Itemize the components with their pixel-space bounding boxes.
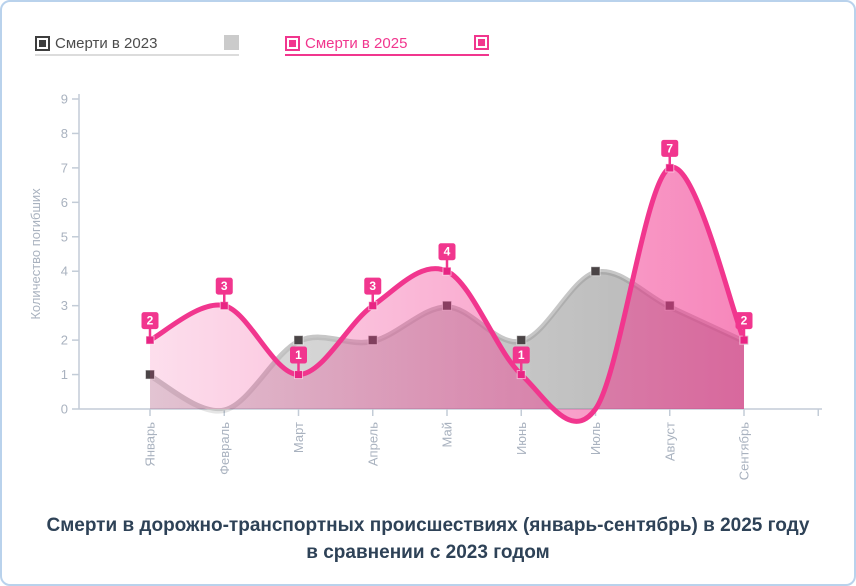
point-label-bubble bbox=[215, 277, 233, 295]
y-tick-label: 7 bbox=[61, 160, 68, 175]
data-point-bullet bbox=[368, 301, 378, 311]
data-point-bullet bbox=[442, 266, 452, 276]
data-point-bullet bbox=[739, 335, 749, 345]
y-tick-label: 8 bbox=[61, 126, 68, 141]
chart-title: Смерти в дорожно-транспортных происшеств… bbox=[2, 512, 854, 566]
y-axis-labels: 0 1 2 3 4 5 6 7 8 9 bbox=[61, 92, 68, 417]
data-point-bullet bbox=[590, 266, 601, 277]
y-tick-label: 0 bbox=[61, 402, 68, 417]
point-labels-Смерти-в-2025: 2 3 1 3 4 1 7 2 bbox=[141, 139, 753, 372]
data-point-bullet bbox=[219, 301, 229, 311]
series-area bbox=[150, 167, 744, 422]
x-tick-label: Апрель bbox=[365, 422, 380, 466]
x-axis bbox=[79, 408, 822, 416]
series-2023-marker-icon bbox=[35, 35, 50, 51]
legend-label-2023: Смерти в 2023 bbox=[55, 34, 158, 52]
y-axis-title: Количество погибших bbox=[28, 188, 43, 320]
data-point-bullet bbox=[145, 335, 155, 345]
point-label-bubble bbox=[364, 277, 382, 295]
series-2023-marker-fill bbox=[39, 39, 46, 47]
x-tick-label: Август bbox=[662, 422, 677, 461]
point-label-value: 3 bbox=[369, 279, 376, 293]
point-label-value: 1 bbox=[518, 348, 525, 362]
y-tick-label: 2 bbox=[61, 333, 68, 348]
y-tick-label: 5 bbox=[61, 229, 68, 244]
y-tick-label: 6 bbox=[61, 195, 68, 210]
point-label-value: 7 bbox=[666, 141, 673, 155]
data-point-bullet bbox=[516, 335, 527, 346]
point-label-bubble bbox=[512, 346, 530, 364]
y-tick-label: 4 bbox=[61, 264, 68, 279]
point-label-value: 1 bbox=[295, 348, 302, 362]
point-label-bubble bbox=[661, 139, 679, 157]
chart-canvas: 0 1 2 3 4 5 6 7 8 9 Количество погибших Январь Февра… bbox=[28, 92, 822, 480]
x-tick-label: Июль bbox=[588, 422, 603, 455]
point-label-bubble bbox=[438, 243, 456, 261]
data-point-bullet bbox=[293, 335, 304, 346]
series-2025-marker-fill bbox=[289, 39, 296, 47]
x-tick-label: Май bbox=[440, 422, 455, 447]
chart-legend: Смерти в 2023 Смерти в 2025 bbox=[2, 32, 854, 58]
legend-item-2025[interactable]: Смерти в 2025 bbox=[285, 32, 489, 56]
chart-title-line2: в сравнении с 2023 годом bbox=[306, 542, 550, 563]
x-tick-label: Июнь bbox=[514, 422, 529, 455]
data-point-bullet bbox=[665, 163, 675, 173]
point-label-bubble bbox=[735, 312, 753, 330]
point-label-bubble bbox=[141, 312, 159, 330]
y-tick-label: 3 bbox=[61, 298, 68, 313]
series-2025-marker-icon bbox=[285, 35, 300, 51]
x-tick-label: Март bbox=[291, 422, 306, 453]
point-label-bubble bbox=[290, 346, 307, 364]
legend-label-2025: Смерти в 2025 bbox=[305, 34, 408, 52]
x-tick-label: Сентябрь bbox=[737, 422, 752, 480]
y-tick-label: 1 bbox=[61, 367, 68, 382]
legend-end-marker-2025-fill bbox=[478, 39, 485, 46]
legend-item-2023[interactable]: Смерти в 2023 bbox=[35, 32, 239, 56]
data-point-bullet bbox=[516, 370, 526, 380]
legend-end-marker-2025-icon bbox=[474, 35, 489, 50]
x-tick-label: Январь bbox=[143, 422, 158, 467]
point-label-value: 2 bbox=[147, 314, 154, 328]
y-axis bbox=[72, 94, 80, 410]
y-tick-label: 9 bbox=[61, 92, 68, 107]
series-Смерти-в-2025 bbox=[145, 163, 749, 424]
x-tick-label: Февраль bbox=[217, 422, 232, 475]
point-label-value: 2 bbox=[741, 314, 748, 328]
chart-title-line1: Смерти в дорожно-транспортных происшеств… bbox=[46, 515, 810, 536]
point-label-value: 3 bbox=[221, 279, 228, 293]
legend-end-marker-2023-icon bbox=[224, 35, 239, 50]
x-axis-labels: Январь Февраль Март Апрель Май Июнь Июль Август… bbox=[143, 422, 752, 480]
data-point-bullet bbox=[294, 370, 303, 380]
point-label-value: 4 bbox=[444, 245, 451, 259]
